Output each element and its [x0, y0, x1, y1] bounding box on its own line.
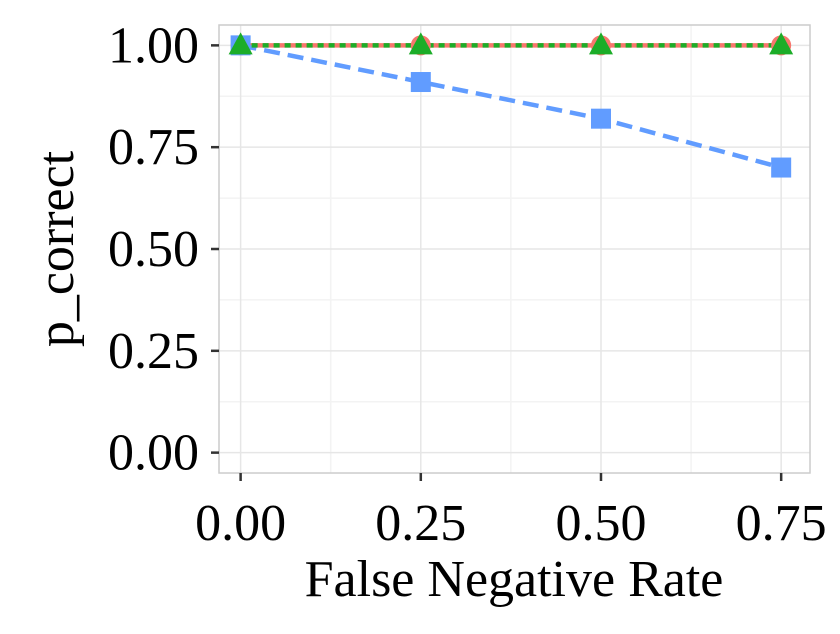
- y-tick-label: 0.50: [108, 221, 199, 278]
- y-tick-label: 0.25: [108, 323, 199, 380]
- x-axis-label: False Negative Rate: [305, 551, 724, 608]
- x-tick-label: 0.25: [375, 495, 466, 552]
- series-2-point: [771, 157, 792, 178]
- x-tick-label: 0.00: [195, 495, 286, 552]
- y-tick-label: 1.00: [108, 17, 199, 74]
- y-tick-label: 0.75: [108, 119, 199, 176]
- axes: 0.00 0.25 0.50 0.75 0.00 0.25 0.50 0.75 1.00: [108, 17, 827, 552]
- series-3-point: [588, 32, 613, 55]
- series-3-point: [228, 32, 253, 55]
- series-3-point: [769, 32, 794, 55]
- series-2-line: [240, 43, 782, 170]
- y-axis-label: p_correct: [28, 150, 85, 347]
- x-tick-label: 0.75: [736, 495, 827, 552]
- series-2-point: [410, 72, 431, 93]
- gridlines: [219, 25, 810, 473]
- series-layer: [228, 32, 794, 178]
- series-2-point: [590, 108, 611, 129]
- y-tick-label: 0.00: [108, 425, 199, 482]
- x-tick-label: 0.50: [555, 495, 646, 552]
- series-3-point: [408, 32, 433, 55]
